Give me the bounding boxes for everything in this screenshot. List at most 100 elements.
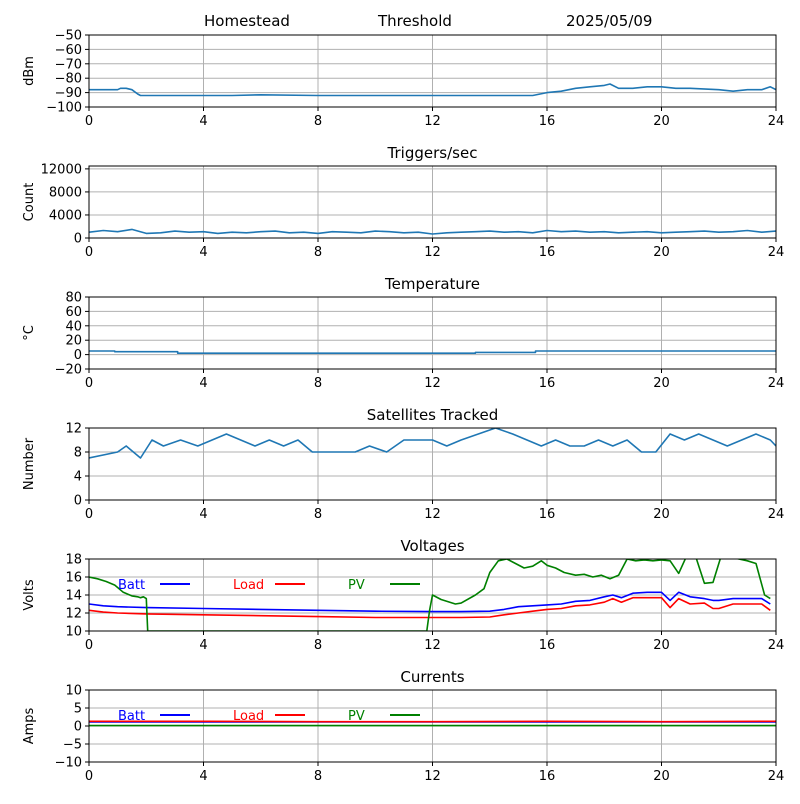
satellites-ytick-label: 12 — [65, 422, 82, 437]
dbm-ytick-label: −90 — [55, 86, 82, 101]
temperature-xtick-label: 8 — [314, 376, 322, 391]
trigger-mode: Threshold — [378, 12, 452, 30]
temperature-xtick-label: 0 — [85, 376, 93, 391]
voltages-ytick-label: 14 — [65, 589, 82, 604]
voltages-xtick-label: 16 — [539, 638, 556, 653]
dbm-ytick-label: −80 — [55, 72, 82, 87]
temperature-ytick-label: 40 — [65, 319, 82, 334]
voltages-ytick-label: 10 — [65, 625, 82, 640]
currents-xtick-label: 4 — [199, 769, 207, 784]
triggers-xtick-label: 12 — [424, 245, 441, 260]
voltages-xtick-label: 20 — [653, 638, 670, 653]
currents-ytick-label: −10 — [55, 756, 82, 771]
triggers-panel: 0 4 8 12 16 20 24 0 4000 8000 12000 Triggers/sec Cou… — [22, 144, 784, 260]
dbm-xtick-label: 20 — [653, 114, 670, 129]
currents-ytick-label: 0 — [74, 720, 82, 735]
currents-legend-label-pv: PV — [348, 709, 365, 724]
currents-xtick-label: 20 — [653, 769, 670, 784]
voltages-xtick-label: 12 — [424, 638, 441, 653]
temperature-ytick-label: 60 — [65, 305, 82, 320]
satellites-ytick-label: 4 — [74, 470, 82, 485]
voltages-ytick-label: 18 — [65, 553, 82, 568]
dbm-xtick-label: 0 — [85, 114, 93, 129]
currents-xtick-label: 12 — [424, 769, 441, 784]
dbm-xtick-label: 24 — [768, 114, 785, 129]
triggers-xtick-label: 8 — [314, 245, 322, 260]
voltages-xtick-label: 8 — [314, 638, 322, 653]
station-name: Homestead — [204, 12, 290, 30]
dbm-ytick-label: −60 — [55, 43, 82, 58]
currents-xtick-label: 8 — [314, 769, 322, 784]
satellites-xtick-label: 20 — [653, 507, 670, 522]
temperature-ytick-label: 0 — [74, 348, 82, 363]
temperature-ylabel: °C — [22, 325, 37, 341]
voltages-ytick-label: 16 — [65, 571, 82, 586]
voltages-panel: 0 4 8 12 16 20 24 10 12 14 16 18 Voltages Volts Batt Lo… — [22, 537, 784, 653]
satellites-xtick-label: 24 — [768, 507, 785, 522]
voltages-legend-label-load: Load — [233, 578, 264, 593]
temperature-xtick-label: 16 — [539, 376, 556, 391]
currents-ytick-label: 10 — [65, 684, 82, 699]
triggers-ytick-label: 8000 — [49, 185, 82, 200]
satellites-ytick-label: 0 — [74, 494, 82, 509]
temperature-ytick-label: −20 — [55, 363, 82, 378]
currents-ytick-label: 5 — [74, 702, 82, 717]
temperature-title: Temperature — [384, 275, 480, 293]
record-date: 2025/05/09 — [566, 12, 652, 30]
temperature-xtick-label: 24 — [768, 376, 785, 391]
voltages-series-group — [89, 555, 770, 632]
voltages-title: Voltages — [400, 537, 464, 555]
triggers-ytick-label: 12000 — [41, 162, 82, 177]
dbm-xtick-label: 16 — [539, 114, 556, 129]
dbm-ylabel: dBm — [22, 56, 37, 86]
dbm-xtick-label: 12 — [424, 114, 441, 129]
satellites-xtick-label: 0 — [85, 507, 93, 522]
triggers-ytick-label: 0 — [74, 232, 82, 247]
dbm-ytick-label: −70 — [55, 57, 82, 72]
dbm-xtick-label: 4 — [199, 114, 207, 129]
dbm-ytick-label: −50 — [55, 29, 82, 44]
voltages-ytick-label: 12 — [65, 607, 82, 622]
currents-panel: 0 4 8 12 16 20 24 −10 −5 0 5 10 Currents Amps Batt Load… — [22, 668, 784, 784]
dbm-panel: 0 4 8 12 16 20 24 −100−90−80−70−60−50 dBm — [22, 29, 784, 130]
currents-xtick-label: 0 — [85, 769, 93, 784]
satellites-panel: 0 4 8 12 16 20 24 0 4 8 12 Satellites Tracked Number — [22, 406, 784, 522]
currents-ylabel: Amps — [22, 707, 37, 744]
temperature-ytick-label: 80 — [65, 291, 82, 306]
triggers-xtick-label: 16 — [539, 245, 556, 260]
temperature-xtick-label: 4 — [199, 376, 207, 391]
satellites-xtick-label: 12 — [424, 507, 441, 522]
temperature-xtick-label: 20 — [653, 376, 670, 391]
voltages-legend-label-batt: Batt — [118, 578, 145, 593]
satellites-ytick-label: 8 — [74, 446, 82, 461]
voltages-ylabel: Volts — [22, 579, 37, 611]
dbm-ytick-label: −100 — [46, 101, 82, 116]
currents-legend-label-batt: Batt — [118, 709, 145, 724]
temperature-xtick-label: 12 — [424, 376, 441, 391]
currents-xtick-label: 16 — [539, 769, 556, 784]
currents-title: Currents — [400, 668, 464, 686]
temperature-ytick-label: 20 — [65, 334, 82, 349]
satellites-ylabel: Number — [22, 437, 37, 490]
voltages-xtick-label: 0 — [85, 638, 93, 653]
triggers-xtick-label: 20 — [653, 245, 670, 260]
currents-xtick-label: 24 — [768, 769, 785, 784]
triggers-xtick-label: 24 — [768, 245, 785, 260]
triggers-xtick-label: 0 — [85, 245, 93, 260]
dbm-xtick-label: 8 — [314, 114, 322, 129]
voltages-xtick-label: 4 — [199, 638, 207, 653]
currents-ytick-label: −5 — [63, 738, 82, 753]
satellites-xtick-label: 8 — [314, 507, 322, 522]
voltages-xtick-label: 24 — [768, 638, 785, 653]
currents-legend-label-load: Load — [233, 709, 264, 724]
satellites-xtick-label: 16 — [539, 507, 556, 522]
satellites-xtick-label: 4 — [199, 507, 207, 522]
satellites-title: Satellites Tracked — [367, 406, 498, 424]
triggers-ytick-label: 4000 — [49, 208, 82, 223]
voltages-series-pv — [89, 555, 770, 632]
triggers-ylabel: Count — [22, 183, 37, 222]
triggers-title: Triggers/sec — [387, 144, 478, 162]
triggers-xtick-label: 4 — [199, 245, 207, 260]
